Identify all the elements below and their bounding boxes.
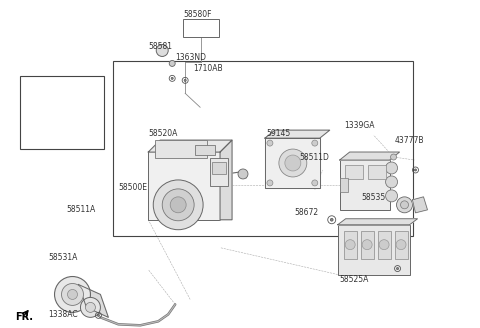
Circle shape [391,154,396,160]
Circle shape [396,268,398,270]
Text: FR.: FR. [15,312,33,322]
Bar [183,19,219,36]
Circle shape [97,314,99,317]
Bar [368,165,385,179]
Bar [195,145,215,155]
Circle shape [362,240,372,250]
Bar [210,158,228,186]
Text: 58580F: 58580F [183,10,212,19]
Bar [344,231,357,258]
Text: 58535: 58535 [361,194,386,202]
Text: 58511D: 58511D [300,153,330,161]
Bar [155,140,207,158]
Text: 58672: 58672 [295,208,319,217]
Polygon shape [148,140,232,152]
Circle shape [238,169,248,179]
Circle shape [55,277,90,312]
Bar [20,76,104,149]
Circle shape [153,180,203,230]
Text: 43777B: 43777B [395,135,424,145]
Text: 59145: 59145 [266,129,290,138]
Circle shape [85,302,96,312]
Text: 1339GA: 1339GA [345,121,375,130]
Circle shape [267,180,273,186]
Text: 58511A: 58511A [67,205,96,214]
Text: 1338AC: 1338AC [48,310,78,319]
Bar [345,165,363,179]
Circle shape [385,190,397,202]
Circle shape [169,60,175,66]
Circle shape [170,197,186,213]
Bar [360,231,373,258]
Text: 58520A: 58520A [148,129,178,138]
Polygon shape [412,197,428,213]
Polygon shape [220,140,232,220]
Circle shape [385,176,397,188]
Polygon shape [338,219,418,225]
Text: 1363ND: 1363ND [175,53,206,62]
Bar [395,231,408,258]
Polygon shape [265,130,330,138]
Circle shape [385,162,397,174]
Bar [378,231,391,258]
Text: 58531A: 58531A [48,253,78,262]
Circle shape [267,140,273,146]
Circle shape [312,180,318,186]
Circle shape [312,140,318,146]
Text: 58525A: 58525A [340,275,369,284]
Text: 58581: 58581 [148,42,172,51]
Circle shape [400,201,408,209]
Bar [212,162,226,174]
Circle shape [279,149,307,177]
Circle shape [396,197,412,213]
Circle shape [414,169,417,171]
Circle shape [81,297,100,318]
Circle shape [171,77,173,79]
Circle shape [345,240,355,250]
Circle shape [396,240,406,250]
Bar [338,225,409,275]
Circle shape [156,45,168,56]
Bar [148,152,220,220]
Bar [340,178,348,192]
Circle shape [68,290,77,299]
Text: 58500E: 58500E [119,183,147,193]
Polygon shape [265,138,320,188]
Text: 1710AB: 1710AB [193,64,223,73]
Circle shape [184,79,186,81]
Polygon shape [78,284,108,318]
Circle shape [285,155,301,171]
Circle shape [61,283,84,305]
Circle shape [162,189,194,221]
Polygon shape [340,152,399,160]
Bar [113,61,413,236]
Bar [340,160,390,210]
Circle shape [379,240,389,250]
Circle shape [330,218,333,221]
